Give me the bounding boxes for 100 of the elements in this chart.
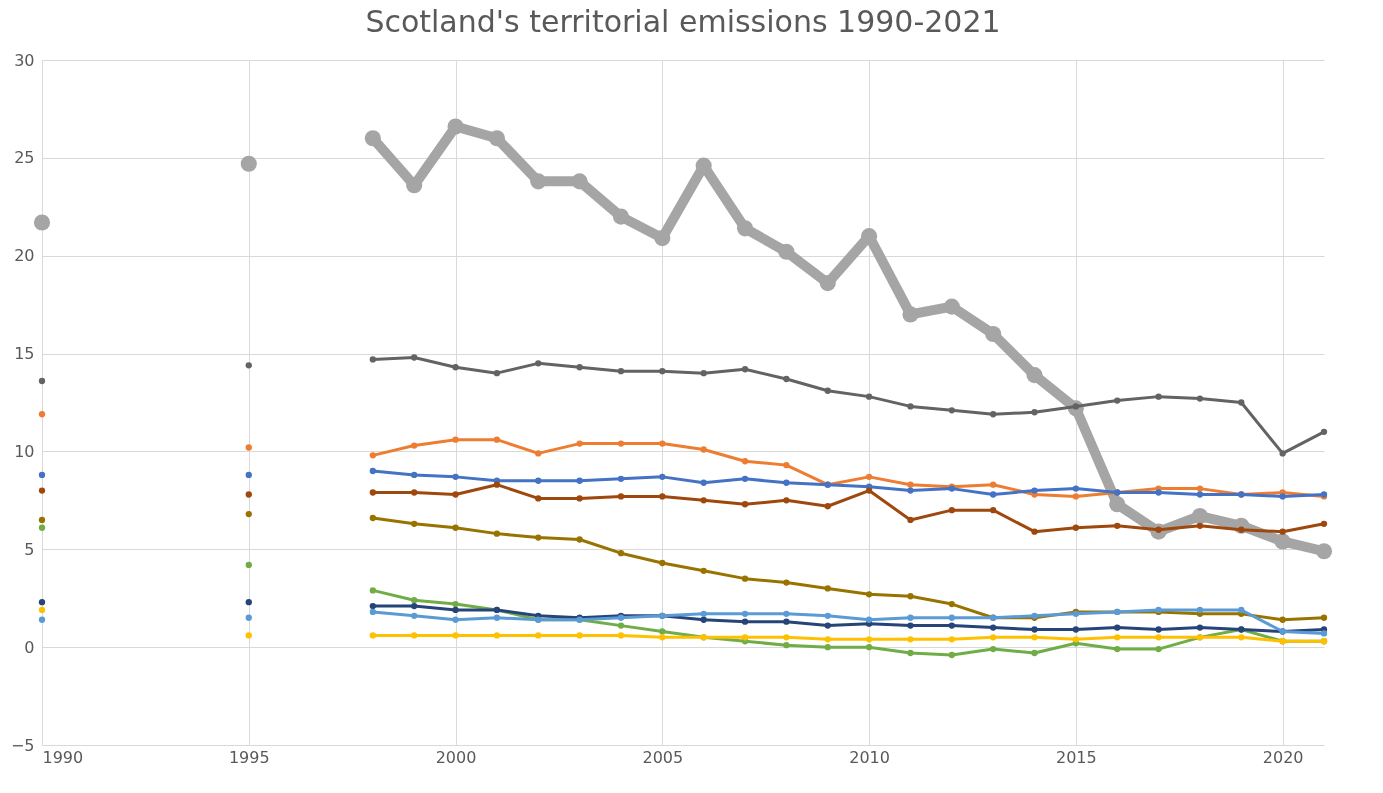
point xyxy=(617,550,625,557)
point xyxy=(1072,524,1080,531)
point xyxy=(535,477,542,484)
point xyxy=(576,536,583,543)
point xyxy=(700,369,707,377)
point xyxy=(411,597,418,604)
point xyxy=(493,530,501,537)
point xyxy=(369,489,376,496)
point xyxy=(907,622,914,629)
point xyxy=(38,598,46,606)
point xyxy=(1031,626,1038,633)
point xyxy=(369,602,376,610)
point xyxy=(576,364,583,371)
y-tick-label: 15 xyxy=(14,344,35,364)
x-tick-label: 2010 xyxy=(849,747,890,767)
point xyxy=(783,497,790,504)
point xyxy=(1320,428,1328,436)
point xyxy=(369,514,376,522)
point xyxy=(493,481,501,488)
point xyxy=(783,634,790,641)
point xyxy=(245,632,252,639)
point xyxy=(1196,624,1204,631)
point xyxy=(411,612,418,619)
point xyxy=(576,440,583,447)
point xyxy=(1238,526,1245,533)
y-tick-label: 10 xyxy=(14,441,35,461)
point xyxy=(948,407,955,414)
point xyxy=(493,436,501,443)
point xyxy=(700,446,707,453)
point xyxy=(245,561,252,569)
point xyxy=(1320,520,1328,527)
point xyxy=(948,636,955,643)
point xyxy=(907,487,914,494)
point xyxy=(990,481,997,488)
point xyxy=(1114,634,1121,641)
x-tick-label: 2000 xyxy=(435,747,477,767)
x-tick-label: 2015 xyxy=(1056,747,1097,767)
point xyxy=(741,634,749,641)
point xyxy=(990,634,997,641)
point xyxy=(617,440,625,447)
point xyxy=(741,501,749,508)
x-tick-label: 2020 xyxy=(1262,747,1304,767)
point xyxy=(369,452,376,459)
point xyxy=(741,618,749,625)
point xyxy=(452,524,459,531)
point xyxy=(907,649,914,657)
point xyxy=(369,608,376,616)
point xyxy=(948,622,955,629)
point xyxy=(617,368,625,375)
point xyxy=(783,618,790,625)
point xyxy=(1155,634,1162,641)
point xyxy=(1279,616,1286,623)
point xyxy=(576,632,583,639)
point xyxy=(948,506,955,514)
point xyxy=(493,632,501,639)
point xyxy=(38,606,46,614)
point xyxy=(741,610,749,618)
point xyxy=(659,634,666,641)
point xyxy=(741,366,749,373)
point xyxy=(1114,645,1121,653)
point xyxy=(907,636,914,643)
point xyxy=(783,642,790,649)
point xyxy=(493,369,501,377)
point xyxy=(452,364,459,371)
point xyxy=(535,534,542,541)
y-tick-label: 20 xyxy=(14,246,35,266)
point xyxy=(1072,493,1080,500)
point xyxy=(1196,485,1204,492)
point xyxy=(411,489,418,496)
point xyxy=(1155,489,1162,496)
point xyxy=(824,387,831,394)
point xyxy=(948,614,955,621)
point xyxy=(245,471,252,479)
point xyxy=(245,362,252,369)
point xyxy=(990,411,997,418)
point xyxy=(865,591,873,598)
point xyxy=(1279,493,1286,500)
point xyxy=(1031,649,1038,657)
point xyxy=(535,632,542,639)
point xyxy=(1072,626,1080,633)
point xyxy=(369,467,376,475)
point xyxy=(245,444,252,451)
point xyxy=(865,487,873,494)
point xyxy=(659,559,666,567)
point xyxy=(617,493,625,500)
point xyxy=(1320,630,1328,637)
point xyxy=(700,616,707,623)
point xyxy=(411,632,418,639)
point xyxy=(990,624,997,631)
point xyxy=(1196,395,1204,402)
point xyxy=(659,628,666,635)
point xyxy=(38,524,46,531)
point xyxy=(659,473,666,481)
y-tick-label: 0 xyxy=(24,637,35,657)
point xyxy=(990,645,997,653)
point xyxy=(245,491,252,498)
point xyxy=(824,636,831,643)
point xyxy=(985,325,1002,343)
point xyxy=(700,610,707,618)
point xyxy=(411,471,418,479)
